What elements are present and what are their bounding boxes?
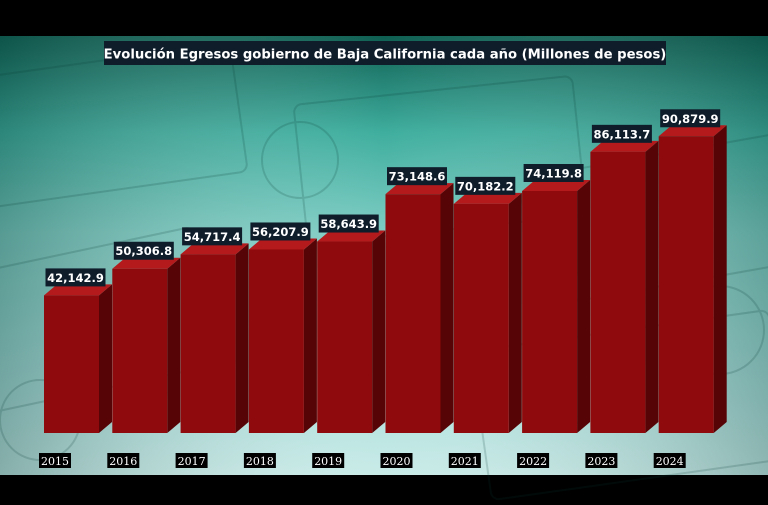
value-label-2024: 90,879.9 (662, 112, 719, 126)
bar-side-2016 (167, 257, 181, 433)
value-label-2023: 86,113.7 (594, 127, 651, 141)
value-label-2019: 58,643.9 (320, 217, 377, 231)
x-tick-label-2019: 2019 (314, 455, 342, 468)
bar-2016 (112, 268, 168, 433)
bar-side-2018 (303, 238, 317, 433)
value-label-bg-2022 (523, 163, 584, 182)
bar-top-2024 (658, 125, 727, 137)
tick-label-bg-2024 (653, 453, 686, 468)
bar-top-2020 (385, 183, 454, 195)
bar-2020 (385, 194, 441, 433)
tick-label-bg-2019 (312, 453, 345, 468)
x-tick-label-2018: 2018 (246, 455, 274, 468)
value-label-bg-2019 (318, 214, 379, 233)
bar-top-2015 (44, 284, 112, 296)
tick-label-bg-2015 (39, 453, 71, 468)
x-tick-label-2020: 2020 (383, 455, 411, 468)
bar-2024 (658, 136, 714, 433)
tick-label-bg-2022 (517, 453, 550, 468)
chart-title: Evolución Egresos gobierno de Baja Calif… (104, 47, 667, 63)
x-tick-label-2024: 2024 (656, 455, 684, 468)
value-label-bg-2015 (45, 268, 106, 287)
bar-side-2022 (577, 179, 591, 433)
x-tick-label-2023: 2023 (587, 455, 615, 468)
x-tick-labels-group: 2015 2016 2017 2018 2019 2020 2021 2022 2023 2024 (39, 453, 686, 468)
value-label-bg-2021 (455, 176, 516, 195)
bar-top-2021 (453, 192, 522, 204)
bar-top-2018 (248, 238, 317, 250)
tick-label-bg-2020 (380, 453, 413, 468)
bar-side-2024 (713, 125, 727, 433)
value-label-bg-2024 (660, 109, 721, 128)
bar-2015 (44, 295, 99, 433)
value-label-bg-2017 (182, 227, 243, 246)
bar-2021 (453, 203, 509, 433)
x-tick-label-2016: 2016 (109, 455, 137, 468)
bar-side-2019 (372, 230, 386, 433)
bar-side-2020 (440, 183, 454, 433)
tick-label-bg-2021 (448, 453, 481, 468)
x-tick-label-2017: 2017 (178, 455, 206, 468)
bar-2019 (317, 241, 373, 433)
bar-top-2017 (180, 243, 249, 255)
value-label-bg-2020 (387, 167, 447, 186)
value-label-2018: 56,207.9 (252, 225, 309, 239)
bar-top-2022 (522, 179, 591, 191)
value-label-bg-2016 (113, 241, 174, 260)
tick-label-bg-2017 (175, 453, 208, 468)
value-label-2016: 50,306.8 (115, 244, 172, 258)
value-label-bg-2018 (250, 222, 311, 241)
value-labels-group: 42,142.9 50,306.8 54,717.4 56,207.9 58,643.9… (45, 109, 721, 287)
bar-side-2023 (645, 140, 659, 433)
bar-side-2017 (235, 243, 249, 433)
x-tick-label-2021: 2021 (451, 455, 479, 468)
bar-2022 (522, 190, 578, 433)
bar-top-2023 (590, 140, 659, 152)
value-label-2015: 42,142.9 (47, 271, 104, 285)
bar-top-2019 (317, 230, 386, 242)
value-label-2021: 70,182.2 (457, 179, 514, 193)
bar-2018 (248, 249, 304, 433)
value-label-bg-2023 (591, 124, 652, 143)
bar-top-2016 (112, 257, 181, 269)
bar-2017 (180, 254, 236, 433)
bar-side-2015 (99, 284, 112, 433)
value-label-2022: 74,119.8 (525, 166, 582, 180)
bar-2023 (590, 151, 646, 433)
tick-label-bg-2018 (243, 453, 276, 468)
tick-label-bg-2016 (107, 453, 140, 468)
value-label-2017: 54,717.4 (184, 230, 241, 244)
title-background (104, 41, 666, 65)
bar-side-2021 (508, 192, 522, 433)
x-tick-label-2015: 2015 (41, 455, 69, 468)
bars-group (44, 125, 727, 433)
value-label-2020: 73,148.6 (389, 170, 446, 184)
tick-label-bg-2023 (585, 453, 618, 468)
x-tick-label-2022: 2022 (519, 455, 547, 468)
